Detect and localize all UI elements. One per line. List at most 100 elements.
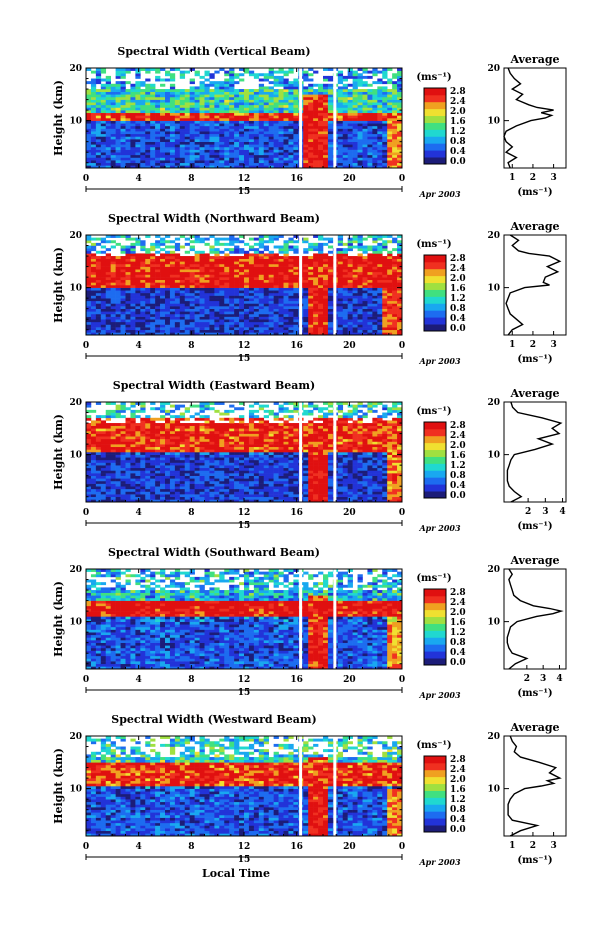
heatmap-cell: [387, 68, 393, 71]
heatmap-cell: [145, 139, 151, 142]
heatmap-cell: [288, 157, 294, 161]
heatmap-cell: [214, 70, 220, 74]
heatmap-cell: [397, 277, 403, 281]
heatmap-cell: [258, 327, 265, 331]
heatmap-cell: [268, 253, 274, 257]
heatmap-cell: [234, 285, 240, 288]
heatmap-cell: [115, 449, 121, 453]
heatmap-cell: [229, 319, 235, 323]
heatmap-cell: [352, 306, 358, 309]
heatmap-cell: [209, 83, 215, 87]
heatmap-cell: [392, 162, 398, 166]
heatmap-cell: [234, 240, 240, 244]
heatmap-cell: [258, 311, 265, 315]
heatmap-cell: [145, 78, 151, 82]
heatmap-cell: [179, 285, 186, 288]
heatmap-cell: [150, 68, 156, 71]
heatmap-cell: [248, 327, 255, 331]
heatmap-cell: [239, 329, 245, 333]
heatmap-cell: [224, 324, 230, 328]
heatmap-cell: [219, 319, 225, 323]
heatmap-cell: [387, 319, 393, 323]
heatmap-cell: [199, 131, 205, 135]
heatmap-cell: [115, 91, 121, 95]
heatmap-cell: [165, 279, 171, 283]
heatmap-cell: [392, 133, 398, 137]
heatmap-cell: [308, 136, 314, 140]
heatmap-cell: [303, 258, 309, 262]
heatmap-cell: [313, 115, 319, 119]
heatmap-cell: [125, 438, 131, 442]
heatmap-cell: [174, 303, 181, 307]
heatmap-cell: [194, 271, 200, 275]
heatmap-cell: [352, 157, 358, 161]
heatmap-cell: [105, 162, 111, 166]
heatmap-cell: [263, 277, 269, 281]
heatmap-cell: [135, 110, 141, 114]
heatmap-cell: [135, 457, 141, 461]
heatmap-cell: [308, 99, 314, 103]
heatmap-cell: [258, 125, 265, 129]
heatmap-cell: [209, 115, 215, 119]
heatmap-cell: [239, 78, 245, 82]
heatmap-cell: [120, 462, 126, 466]
heatmap-cell: [95, 81, 102, 85]
heatmap-cell: [179, 295, 186, 299]
heatmap-cell: [303, 263, 309, 267]
heatmap-cell: [352, 136, 358, 140]
heatmap-cell: [327, 329, 334, 333]
heatmap-cell: [293, 123, 299, 127]
colorbar: [424, 88, 446, 165]
heatmap-cell: [357, 279, 363, 283]
heatmap-cell: [253, 154, 260, 158]
heatmap-cell: [263, 157, 269, 161]
heatmap-cell: [169, 154, 176, 158]
heatmap-cell: [194, 329, 200, 333]
heatmap-cell: [327, 313, 334, 317]
heatmap-cell: [303, 285, 309, 288]
heatmap-cell: [125, 96, 131, 100]
heatmap-cell: [337, 261, 344, 265]
heatmap-cell: [219, 303, 225, 307]
heatmap-cell: [293, 271, 299, 275]
heatmap-cell: [244, 311, 250, 315]
heatmap-cell: [95, 444, 102, 448]
heatmap-cell: [95, 452, 102, 455]
heatmap-cell: [382, 287, 388, 291]
heatmap-cell: [179, 279, 186, 283]
heatmap-cell: [130, 313, 136, 317]
heatmap-cell: [90, 104, 97, 108]
heatmap-cell: [95, 160, 102, 164]
heatmap-cell: [352, 160, 358, 164]
heatmap-cell: [115, 488, 121, 492]
heatmap-cell: [125, 480, 131, 484]
heatmap-cell: [90, 420, 97, 424]
heatmap-cell: [372, 319, 378, 323]
heatmap-cell: [229, 316, 235, 320]
heatmap-cell: [169, 73, 176, 77]
heatmap-cell: [155, 99, 161, 103]
heatmap-cell: [342, 120, 348, 124]
heatmap-cell: [352, 83, 358, 87]
heatmap-cell: [244, 112, 250, 116]
heatmap-cell: [303, 120, 309, 124]
heatmap-cell: [337, 292, 344, 296]
heatmap-cell: [342, 311, 348, 315]
heatmap-cell: [199, 282, 205, 286]
heatmap-cell: [382, 242, 388, 246]
heatmap-cell: [244, 303, 250, 307]
heatmap-cell: [120, 287, 126, 291]
heatmap-cell: [263, 94, 269, 98]
heatmap-cell: [278, 162, 284, 166]
heatmap-cell: [145, 165, 151, 169]
heatmap-cell: [377, 306, 383, 309]
heatmap-cell: [323, 324, 329, 328]
heatmap-cell: [95, 292, 102, 296]
heatmap-cell: [283, 316, 289, 320]
heatmap-cell: [263, 112, 269, 116]
heatmap-cell: [318, 271, 324, 275]
heatmap-cell: [268, 258, 274, 262]
heatmap-cell: [130, 266, 136, 270]
heatmap-cell: [100, 162, 107, 166]
heatmap-cell: [130, 465, 136, 469]
